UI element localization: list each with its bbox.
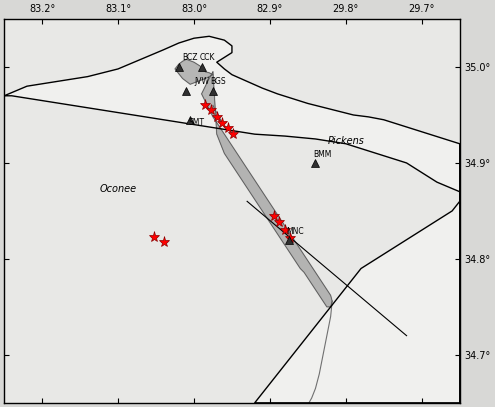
Text: BMM: BMM	[313, 150, 332, 159]
Text: SMT: SMT	[189, 118, 204, 127]
Text: JVW: JVW	[194, 77, 209, 86]
Text: Oconee: Oconee	[99, 184, 137, 194]
Text: MNC: MNC	[287, 227, 304, 236]
Polygon shape	[4, 36, 460, 403]
Text: Pickens: Pickens	[327, 136, 364, 146]
Text: CCK: CCK	[200, 53, 215, 62]
Polygon shape	[201, 72, 332, 307]
Polygon shape	[175, 59, 213, 84]
Text: BGS: BGS	[211, 77, 226, 86]
Text: BCZ: BCZ	[183, 53, 198, 62]
